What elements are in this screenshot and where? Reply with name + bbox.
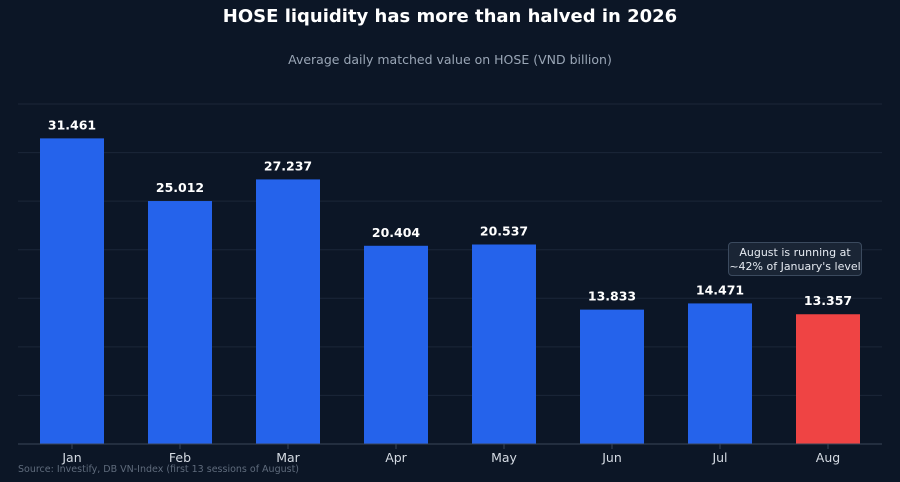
value-label-feb: 25.012 bbox=[156, 180, 204, 195]
x-tick-label-feb: Feb bbox=[169, 450, 191, 465]
annotation-box: August is running at ~42% of January's l… bbox=[728, 242, 862, 276]
bar-mar bbox=[256, 179, 320, 445]
value-label-aug: 13.357 bbox=[804, 293, 852, 308]
bar-jan bbox=[40, 138, 104, 445]
chart-subtitle: Average daily matched value on HOSE (VND… bbox=[288, 52, 612, 67]
chart-title: HOSE liquidity has more than halved in 2… bbox=[222, 6, 678, 27]
bar-may bbox=[472, 244, 536, 444]
annotation-line-2: ~42% of January's level bbox=[729, 260, 861, 273]
x-tick-label-may: May bbox=[491, 450, 517, 465]
bar-aug bbox=[796, 314, 860, 444]
annotation-line-1: August is running at bbox=[739, 246, 851, 259]
x-tick-label-apr: Apr bbox=[385, 450, 407, 465]
x-tick-label-jun: Jun bbox=[601, 450, 622, 465]
source-note: Source: Investify, DB VN-Index (first 13… bbox=[18, 464, 300, 475]
x-tick-label-mar: Mar bbox=[276, 450, 300, 465]
value-label-may: 20.537 bbox=[480, 223, 528, 238]
bar-feb bbox=[148, 201, 212, 444]
value-label-jul: 14.471 bbox=[696, 282, 744, 297]
bar-jun bbox=[580, 309, 644, 444]
bar-jul bbox=[688, 303, 752, 444]
value-label-mar: 27.237 bbox=[264, 158, 312, 173]
value-label-apr: 20.404 bbox=[372, 225, 421, 240]
x-tick-label-jan: Jan bbox=[61, 450, 81, 465]
x-tick-label-aug: Aug bbox=[816, 450, 840, 465]
value-label-jun: 13.833 bbox=[588, 289, 636, 304]
x-tick-label-jul: Jul bbox=[711, 450, 727, 465]
value-label-jan: 31.461 bbox=[48, 117, 96, 132]
bar-apr bbox=[364, 245, 428, 444]
